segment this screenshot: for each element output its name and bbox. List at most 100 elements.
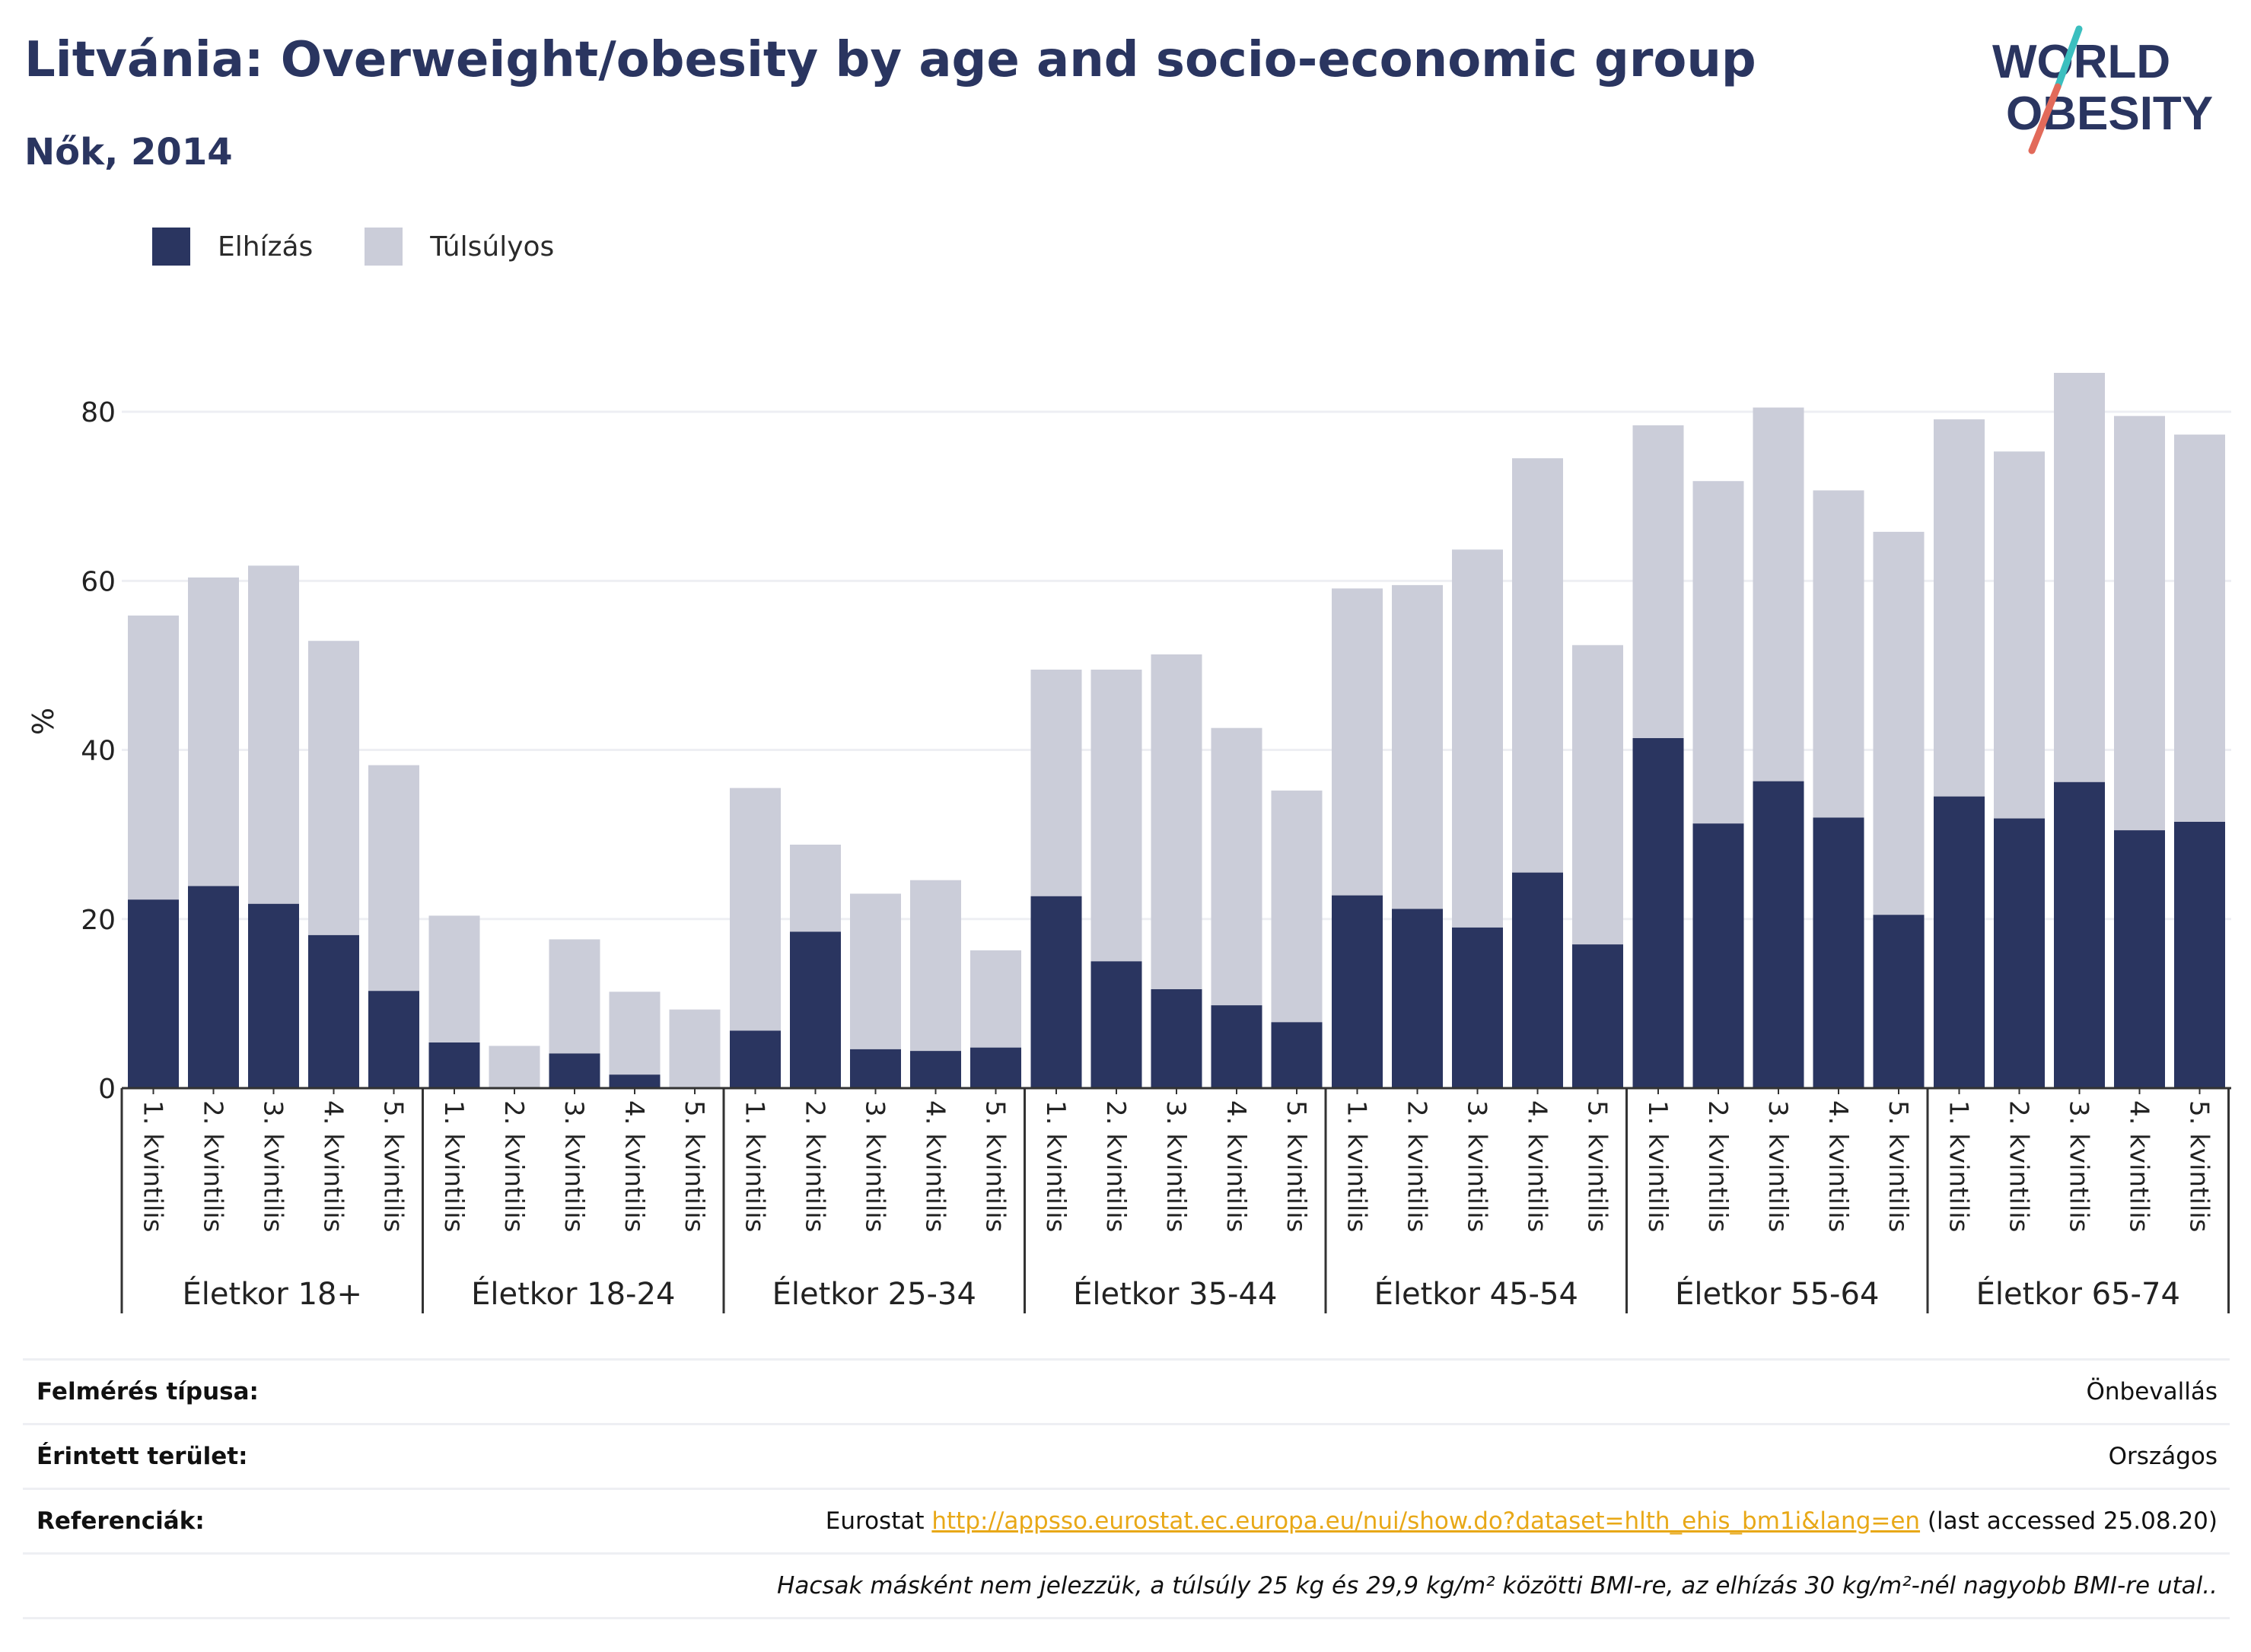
bar-obese (1332, 895, 1383, 1088)
x-tick-label: 2. kvintilis (198, 1100, 228, 1232)
x-tick-label: 1. kvintilis (1642, 1100, 1673, 1232)
legend-label-obese: Elhízás (218, 231, 314, 263)
references-value: Eurostat http://appsso.eurostat.ec.europ… (826, 1507, 2218, 1535)
bar-obese (1934, 796, 1985, 1088)
bar-obese (1632, 738, 1684, 1088)
bar-overweight (2114, 415, 2165, 831)
bar-obese (248, 903, 299, 1088)
bar-overweight (188, 577, 239, 886)
bar-obese (1452, 927, 1503, 1088)
bar-overweight (1753, 407, 1804, 781)
bar-obese (308, 934, 359, 1088)
x-tick-label: 1. kvintilis (1040, 1100, 1071, 1232)
bar-overweight (790, 845, 841, 932)
x-tick-label: 1. kvintilis (1944, 1100, 1974, 1232)
x-tick-label: 5. kvintilis (679, 1100, 709, 1232)
definition-note: Hacsak másként nem jelezzük, a túlsúly 2… (777, 1572, 2218, 1599)
bar-obese (850, 1049, 901, 1088)
x-tick-label: 3. kvintilis (860, 1100, 890, 1232)
bar-obese (970, 1047, 1021, 1088)
bar-obese (428, 1042, 480, 1088)
bar-obese (1392, 909, 1443, 1088)
bar-obese (188, 886, 239, 1088)
legend-swatch-obese (152, 228, 190, 266)
area-value: Országos (2108, 1443, 2218, 1470)
chart-title: Litvánia: Overweight/obesity by age and … (24, 32, 1756, 88)
bar-overweight (308, 641, 359, 935)
group-label: Életkor 25-34 (772, 1275, 976, 1312)
bar-overweight (1994, 451, 2045, 819)
bar-overweight (128, 615, 179, 900)
legend-label-overweight: Túlsúlyos (430, 231, 555, 263)
bar-obese (1271, 1022, 1323, 1088)
x-tick-label: 5. kvintilis (2184, 1100, 2214, 1232)
group-label: Életkor 18-24 (471, 1275, 675, 1312)
survey-value: Önbevallás (2086, 1378, 2218, 1405)
bar-overweight (2054, 373, 2105, 782)
bar-overweight (850, 893, 901, 1049)
y-tick-label: 20 (81, 905, 116, 936)
x-tick-label: 4. kvintilis (1823, 1100, 1853, 1232)
x-tick-label: 2. kvintilis (800, 1100, 830, 1232)
bar-overweight (1332, 588, 1383, 896)
bar-obese (1873, 915, 1925, 1088)
bar-overweight (1572, 645, 1623, 945)
logo-slash-teal (2054, 25, 2083, 91)
x-tick-label: 5. kvintilis (1281, 1100, 1311, 1232)
bar-obese (2054, 781, 2105, 1088)
legend-item-overweight: Túlsúlyos (365, 228, 554, 266)
bar-obese (368, 991, 419, 1088)
bar-overweight (1512, 458, 1563, 873)
group-label: Életkor 65-74 (1976, 1275, 2180, 1312)
bar-overweight (1030, 670, 1082, 896)
bar-overweight (1692, 481, 1744, 824)
x-tick-label: 1. kvintilis (1342, 1100, 1372, 1232)
logo-line1: WORLD (1992, 36, 2170, 88)
x-tick-label: 1. kvintilis (138, 1100, 168, 1232)
bar-obese (730, 1030, 781, 1088)
x-tick-label: 3. kvintilis (258, 1100, 288, 1232)
group-label: Életkor 45-54 (1374, 1275, 1578, 1312)
bar-obese (1692, 823, 1744, 1088)
bar-chart: 0 20 40 60 80 1. kvintilis 2. kvintilis 3. kvin… (27, 373, 2231, 1313)
info-row-note: Hacsak másként nem jelezzük, a túlsúly 2… (23, 1552, 2230, 1619)
logo-slash-red (2028, 83, 2062, 154)
y-axis-label: % (27, 708, 60, 735)
bar-obese (128, 899, 179, 1088)
bar-obese (910, 1051, 961, 1088)
bar-overweight (248, 565, 299, 904)
x-tick-label: 2. kvintilis (1702, 1100, 1733, 1232)
references-label: Referenciák: (37, 1507, 205, 1535)
bar-obese (790, 931, 841, 1088)
bar-obese (1572, 944, 1623, 1088)
bar-overweight (970, 950, 1021, 1048)
info-row-area: Érintett terület: Országos (23, 1423, 2230, 1488)
reference-accessed: (last accessed 25.08.20) (1927, 1507, 2218, 1535)
bar-obese (1813, 817, 1864, 1088)
bar-overweight (1271, 790, 1323, 1023)
info-row-survey: Felmérés típusa: Önbevallás (23, 1358, 2230, 1423)
bar-overweight (1934, 419, 1985, 797)
bar-overweight (1392, 584, 1443, 909)
info-table: Felmérés típusa: Önbevallás Érintett ter… (23, 1358, 2230, 1619)
x-tick-label: 4. kvintilis (619, 1100, 649, 1232)
x-tick-label: 5. kvintilis (980, 1100, 1011, 1232)
x-tick-label: 2. kvintilis (1100, 1100, 1131, 1232)
bar-obese (549, 1053, 600, 1088)
x-tick-label: 2. kvintilis (2004, 1100, 2034, 1232)
bar-obese (1753, 781, 1804, 1088)
bar-obese (1211, 1005, 1262, 1088)
area-label: Érintett terület: (37, 1443, 248, 1470)
x-tick-label: 1. kvintilis (740, 1100, 770, 1232)
bar-overweight (489, 1046, 540, 1088)
bar-obese (1512, 872, 1563, 1088)
bar-overweight (910, 880, 961, 1052)
reference-link[interactable]: http://appsso.eurostat.ec.europa.eu/nui/… (931, 1507, 1921, 1535)
bar-overweight (549, 939, 600, 1054)
bar-obese (2114, 830, 2165, 1088)
bar-overweight (1873, 531, 1925, 915)
bar-overweight (609, 992, 661, 1075)
x-tick-label: 5. kvintilis (1883, 1100, 1913, 1232)
x-tick-label: 3. kvintilis (1462, 1100, 1492, 1232)
y-tick-label: 0 (98, 1074, 116, 1105)
